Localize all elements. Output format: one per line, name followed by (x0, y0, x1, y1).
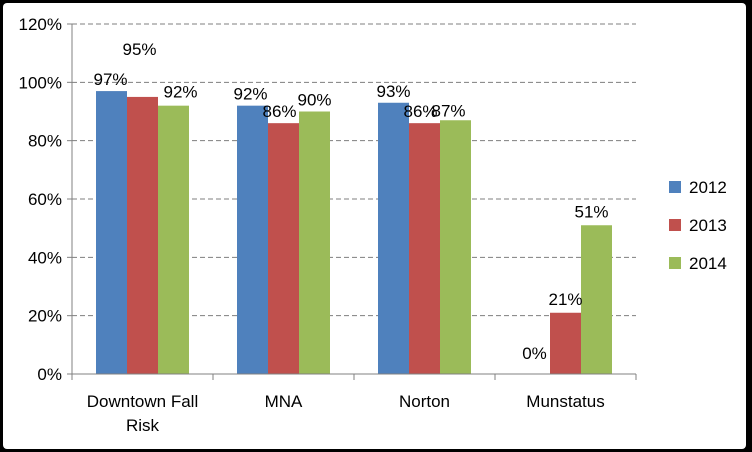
data-label: 92% (163, 83, 197, 102)
bar (268, 123, 299, 375)
legend-label: 2013 (689, 216, 727, 235)
bar (550, 312, 581, 374)
data-label: 95% (122, 40, 156, 59)
y-tick-label: 80% (28, 132, 62, 151)
x-tick-label-line: MNA (265, 392, 303, 411)
data-label: 90% (297, 91, 331, 110)
data-label: 86% (262, 102, 296, 121)
x-tick-label: Downtown Fall Risk (87, 392, 199, 435)
bar (96, 91, 127, 374)
data-label: 86% (403, 102, 437, 121)
data-label: 87% (431, 101, 465, 120)
data-label: 97% (93, 70, 127, 89)
y-tick-label: 120% (19, 15, 62, 34)
x-tick-label: Norton (399, 392, 450, 411)
x-tick-label: Munstatus (526, 392, 604, 411)
x-tick-label-line: Norton (399, 392, 450, 411)
data-label: 51% (574, 202, 608, 221)
bars (96, 91, 612, 375)
legend-swatch (669, 219, 681, 231)
bar (158, 105, 189, 375)
y-tick-label: 20% (28, 307, 62, 326)
bar (127, 96, 158, 375)
y-tick-label: 40% (28, 248, 62, 267)
bar (378, 102, 409, 374)
bar (237, 105, 268, 375)
legend-swatch (669, 181, 681, 193)
y-tick-label: 0% (37, 365, 62, 384)
y-tick-label: 100% (19, 73, 62, 92)
data-label: 0% (522, 344, 547, 363)
x-tick-label: MNA (265, 392, 303, 411)
legend-label: 2012 (689, 178, 727, 197)
x-tick-label-line: Risk (126, 416, 160, 435)
x-tick-label-line: Munstatus (526, 392, 604, 411)
gridlines: 0% 20% 40% 60% 80% 100% 120% (19, 15, 636, 384)
bar (409, 123, 440, 375)
y-tick-label: 60% (28, 190, 62, 209)
data-label: 21% (548, 290, 582, 309)
legend: 2012 2013 2014 (669, 178, 727, 273)
data-label: 92% (233, 85, 267, 104)
legend-swatch (669, 257, 681, 269)
x-tick-labels: Downtown Fall Risk MNA Norton Munstatus (87, 392, 605, 435)
x-tick-label-line: Downtown Fall (87, 392, 199, 411)
data-labels: 97% 92% 93% 95% 86% 86% 21% 92% 90% 87% 51% 0% (93, 40, 608, 363)
bar (440, 120, 471, 374)
legend-label: 2014 (689, 254, 727, 273)
data-label: 93% (376, 82, 410, 101)
bar (299, 111, 330, 374)
bar (581, 225, 612, 374)
